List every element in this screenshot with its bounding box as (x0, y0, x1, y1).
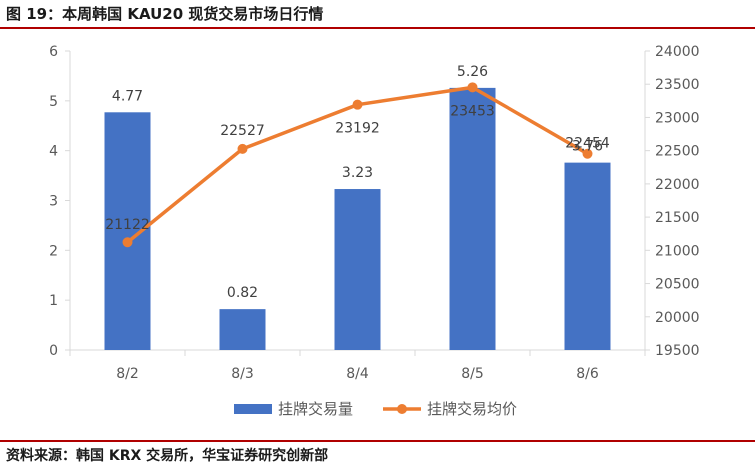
x-tick-label: 8/5 (461, 366, 484, 382)
legend-bar-swatch (234, 404, 272, 414)
combo-chart: 0 1 2 3 4 5 6 19500 20000 20500 21000 21500 22000 22… (49, 44, 700, 418)
bar (564, 162, 611, 350)
y-right-tick-label: 21000 (655, 243, 700, 259)
y-left-axis: 0 1 2 3 4 5 6 (49, 44, 71, 359)
bar-series (104, 87, 611, 351)
line-value-label: 23192 (335, 121, 380, 137)
y-right-tick-label: 22000 (655, 177, 700, 193)
y-left-tick-label: 6 (49, 44, 58, 60)
data-labels: 4.77 0.82 3.23 5.26 3.76 21122 22527 23192 23453… (105, 64, 610, 301)
y-right-tick-label: 24000 (655, 44, 700, 60)
x-tick-label: 8/2 (116, 366, 139, 382)
y-left-tick-label: 0 (49, 343, 58, 359)
y-right-tick-label: 21500 (655, 210, 700, 226)
line-point (467, 82, 478, 93)
x-tick-label: 8/6 (576, 366, 599, 382)
line-value-label: 22454 (565, 136, 610, 152)
title-rule (0, 27, 755, 29)
line-point (582, 148, 593, 159)
y-right-tick-label: 22500 (655, 144, 700, 160)
bar-value-label: 0.82 (227, 285, 258, 301)
bar-value-label: 4.77 (112, 88, 143, 104)
y-left-tick-label: 4 (49, 144, 58, 160)
line-value-label: 22527 (220, 123, 265, 139)
bar-value-label: 3.23 (342, 165, 373, 181)
legend-bar-label: 挂牌交易量 (278, 400, 353, 418)
bar (334, 189, 381, 350)
line-point (237, 143, 248, 154)
line-value-label: 21122 (105, 217, 150, 233)
y-left-tick-label: 2 (49, 243, 58, 259)
legend: 挂牌交易量 挂牌交易均价 (234, 400, 517, 418)
y-left-tick-label: 5 (49, 94, 58, 110)
y-right-tick-label: 20000 (655, 310, 700, 326)
legend-line-label: 挂牌交易均价 (427, 400, 517, 418)
y-right-tick-label: 23500 (655, 77, 700, 93)
bar-value-label: 5.26 (457, 64, 488, 80)
legend-line-marker (397, 404, 407, 414)
y-left-tick-label: 3 (49, 194, 58, 210)
line-point (122, 237, 133, 248)
y-right-axis: 19500 20000 20500 21000 21500 22000 22500 23000… (644, 44, 700, 359)
x-tick-label: 8/4 (346, 366, 369, 382)
x-axis: 8/2 8/3 8/4 8/5 8/6 (69, 349, 646, 382)
y-right-tick-label: 23000 (655, 110, 700, 126)
figure-title: 图 19：本周韩国 KAU20 现货交易市场日行情 (6, 5, 324, 23)
bar-value-label: 3.76 (572, 139, 603, 155)
x-tick-label: 8/3 (231, 366, 254, 382)
bar (219, 309, 266, 350)
y-left-tick-label: 1 (49, 293, 58, 309)
bar (449, 87, 496, 351)
source-rule (0, 440, 755, 442)
y-right-tick-label: 20500 (655, 277, 700, 293)
line-point (352, 99, 363, 110)
line-value-label: 23453 (450, 103, 495, 119)
y-right-tick-label: 19500 (655, 343, 700, 359)
line-series (122, 82, 593, 248)
source-note: 资料来源：韩国 KRX 交易所，华宝证券研究创新部 (6, 448, 329, 464)
